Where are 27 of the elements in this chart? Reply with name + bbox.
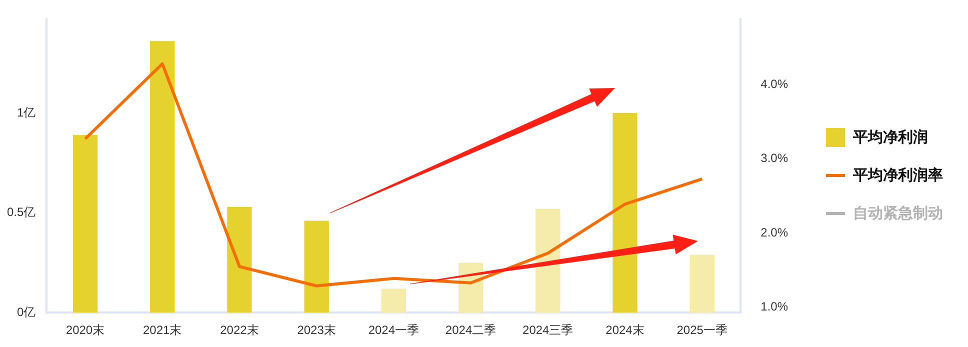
x-tick-label: 2025一季	[676, 323, 728, 338]
legend-label: 平均净利润率	[853, 166, 943, 184]
x-tick-label: 2024三季	[522, 323, 574, 338]
y2-tick-label: 1.0%	[760, 300, 788, 314]
y2-tick-label: 2.0%	[760, 225, 788, 240]
bar	[612, 113, 638, 313]
x-tick-label: 2020末	[66, 323, 105, 338]
x-tick-label: 2021末	[142, 323, 182, 338]
y2-tick-label: 4.0%	[760, 76, 788, 91]
x-tick-label: 2024一季	[368, 323, 420, 338]
bar	[72, 134, 98, 313]
bar	[690, 254, 714, 313]
bar	[150, 41, 175, 313]
y2-tick-label: 3.0%	[760, 151, 788, 166]
bar	[304, 220, 329, 313]
bar	[381, 288, 406, 313]
bar	[536, 208, 560, 313]
x-tick-label: 2023末	[297, 323, 336, 338]
legend-label: 自动紧急制动	[853, 204, 943, 222]
y-tick-label: 0亿	[16, 304, 36, 319]
x-tick-label: 2022末	[220, 323, 259, 338]
y-tick-label: 0.5亿	[6, 205, 36, 220]
x-tick-label: 2024二季	[445, 323, 496, 338]
x-tick-label: 2024末	[606, 323, 644, 338]
legend-label: 平均净利润	[853, 128, 928, 146]
bar	[227, 206, 252, 313]
y-tick-label: 1亿	[16, 105, 36, 120]
